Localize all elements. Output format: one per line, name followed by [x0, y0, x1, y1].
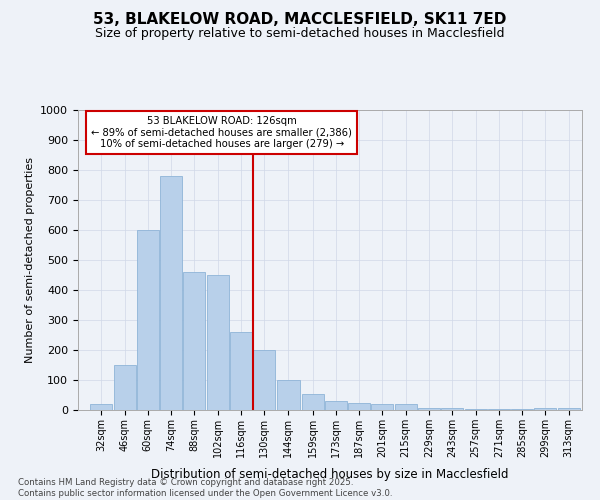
- Bar: [137, 230, 159, 410]
- X-axis label: Distribution of semi-detached houses by size in Macclesfield: Distribution of semi-detached houses by …: [151, 468, 509, 481]
- Bar: [207, 275, 229, 410]
- Bar: [464, 408, 487, 410]
- Bar: [395, 404, 416, 410]
- Bar: [511, 409, 533, 410]
- Bar: [325, 401, 347, 410]
- Text: Size of property relative to semi-detached houses in Macclesfield: Size of property relative to semi-detach…: [95, 28, 505, 40]
- Bar: [535, 408, 556, 410]
- Text: 53, BLAKELOW ROAD, MACCLESFIELD, SK11 7ED: 53, BLAKELOW ROAD, MACCLESFIELD, SK11 7E…: [94, 12, 506, 28]
- Bar: [441, 408, 463, 410]
- Bar: [91, 404, 112, 410]
- Bar: [230, 332, 252, 410]
- Bar: [488, 408, 510, 410]
- Bar: [302, 394, 323, 410]
- Bar: [160, 176, 182, 410]
- Bar: [418, 408, 440, 410]
- Y-axis label: Number of semi-detached properties: Number of semi-detached properties: [25, 157, 35, 363]
- Text: Contains HM Land Registry data © Crown copyright and database right 2025.
Contai: Contains HM Land Registry data © Crown c…: [18, 478, 392, 498]
- Bar: [558, 408, 580, 410]
- Bar: [253, 350, 275, 410]
- Bar: [184, 272, 205, 410]
- Bar: [113, 365, 136, 410]
- Bar: [277, 380, 300, 410]
- Bar: [371, 404, 394, 410]
- Bar: [348, 402, 370, 410]
- Text: 53 BLAKELOW ROAD: 126sqm
← 89% of semi-detached houses are smaller (2,386)
10% o: 53 BLAKELOW ROAD: 126sqm ← 89% of semi-d…: [91, 116, 352, 149]
